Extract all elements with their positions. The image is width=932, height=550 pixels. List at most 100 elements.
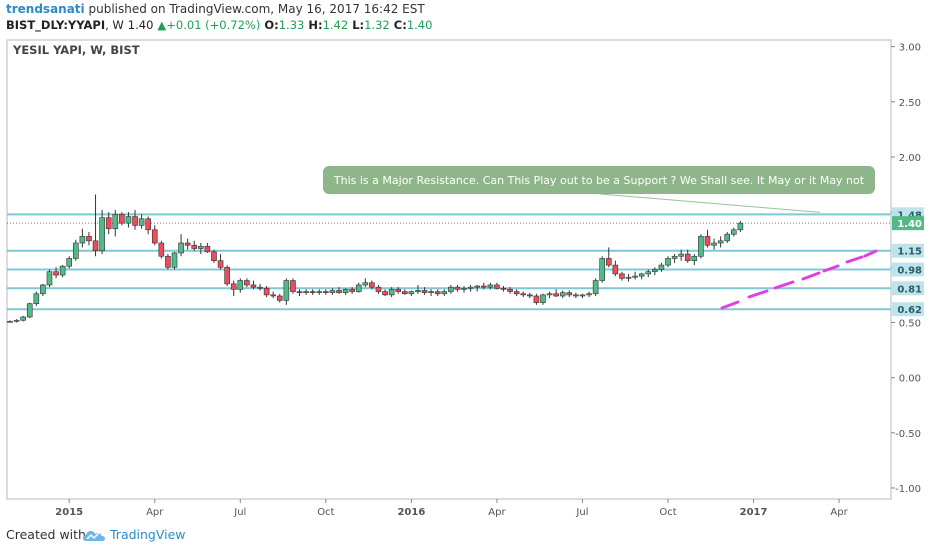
trendline-dash: [773, 280, 795, 290]
chart-area[interactable]: YESIL YAPI, W, BIST This is a Major Resi…: [0, 38, 932, 522]
candle-body: [382, 291, 388, 296]
candle-body: [546, 293, 553, 296]
candlestick-chart[interactable]: YESIL YAPI, W, BIST This is a Major Resi…: [0, 38, 932, 522]
level-label: 1.48: [897, 210, 922, 221]
candle-body: [309, 291, 316, 293]
footer: Created with TradingView: [0, 522, 932, 550]
candle-body: [151, 229, 158, 244]
candle-body: [480, 285, 487, 288]
candle-body: [474, 285, 480, 288]
level-label: 0.62: [897, 305, 922, 316]
candle-body: [250, 284, 257, 288]
candle-body: [573, 294, 579, 297]
low-label: L:: [352, 18, 365, 32]
candle-body: [138, 218, 145, 226]
candle-body: [145, 218, 151, 231]
candle-body: [408, 291, 415, 295]
level-label-bg: [892, 262, 924, 277]
level-label-bg: [892, 302, 924, 317]
candle-body: [296, 291, 303, 293]
candle-body: [415, 290, 421, 292]
high-value: 1.42: [322, 18, 349, 32]
x-axis: 2015 Apr Jul Oct 2016 Apr Jul Oct 2017 Apr: [55, 499, 849, 518]
y-tick-label: -1.00: [895, 484, 921, 495]
candle-body: [559, 292, 566, 297]
candle-body: [224, 266, 230, 285]
candle-body: [86, 236, 92, 242]
annotation-box[interactable]: [323, 166, 875, 194]
candle-body: [73, 242, 79, 259]
candle-body: [507, 289, 513, 292]
candle-body: [665, 258, 671, 266]
candle-body: [513, 291, 520, 295]
trendline-dashes: [720, 249, 878, 310]
timeframe: W: [112, 18, 124, 32]
candle-body: [46, 271, 53, 286]
candle-body: [112, 214, 119, 229]
x-tick-label: Apr: [146, 507, 164, 518]
candle-body: [520, 293, 527, 296]
candle-body: [165, 255, 171, 268]
y-tick-label: 2.50: [899, 98, 921, 109]
x-tick-label: Oct: [317, 507, 334, 518]
close-label: C:: [393, 18, 407, 32]
candle-body: [711, 242, 717, 246]
chart-title: YESIL YAPI, W, BIST: [12, 43, 140, 57]
candle-body: [632, 275, 638, 278]
open-value: 1.33: [278, 18, 305, 32]
candle-body: [638, 273, 645, 277]
y-tick-label: 0.50: [899, 318, 921, 329]
x-tick-label: Jul: [575, 507, 588, 518]
candle-body: [375, 286, 382, 292]
candle-body: [79, 236, 86, 244]
candle-body: [586, 293, 592, 296]
tradingview-brand-link[interactable]: TradingView: [110, 527, 186, 542]
candle-body: [658, 264, 665, 270]
candle-body: [198, 246, 204, 249]
candle-body: [276, 295, 283, 301]
candle-body: [467, 286, 474, 289]
candle-body: [105, 217, 112, 229]
candle-body: [158, 242, 165, 257]
candle-body: [441, 291, 448, 295]
level-labels: 1.48 1.15 0.98 0.81 0.62 1.40: [892, 207, 924, 317]
candle-body: [20, 316, 26, 321]
candle-body: [625, 276, 632, 279]
candle-body: [691, 255, 698, 261]
candle-body: [421, 290, 428, 293]
candles: [7, 194, 744, 323]
candle-body: [204, 246, 211, 253]
publish-info: published on TradingView.com, May 16, 20…: [88, 2, 425, 16]
annotation-text: This is a Major Resistance. Can This Pla…: [333, 174, 865, 187]
candle-body: [395, 289, 402, 292]
candle-body: [119, 214, 125, 224]
candle-body: [678, 253, 684, 257]
candle-body: [40, 284, 46, 295]
candle-body: [342, 289, 349, 293]
trendline-dash: [822, 264, 840, 273]
candle-body: [336, 290, 342, 293]
candle-body: [316, 291, 323, 293]
trendline-dash: [845, 255, 864, 264]
x-tick-label: Apr: [830, 507, 848, 518]
candle-body: [737, 222, 744, 231]
tradingview-cloud-icon: [83, 531, 105, 541]
candle-body: [349, 289, 355, 292]
y-tick-label: 0.00: [899, 374, 921, 385]
candle-body: [270, 294, 277, 297]
candle-body: [434, 291, 441, 295]
price-change: +0.01 (+0.72%): [166, 18, 261, 32]
level-label: 0.81: [897, 284, 922, 295]
candle-body: [704, 236, 711, 246]
y-tick-label: -0.50: [895, 429, 921, 440]
low-value: 1.32: [364, 18, 390, 32]
candle-body: [671, 255, 678, 259]
candle-body: [533, 295, 540, 303]
candle-body: [540, 294, 546, 303]
trendline-dash: [801, 271, 821, 281]
x-tick-label: 2017: [740, 507, 768, 518]
candle-body: [257, 286, 263, 289]
author-link[interactable]: trendsanati: [6, 2, 85, 16]
x-tick-label: Jul: [233, 507, 246, 518]
candle-body: [461, 287, 467, 290]
